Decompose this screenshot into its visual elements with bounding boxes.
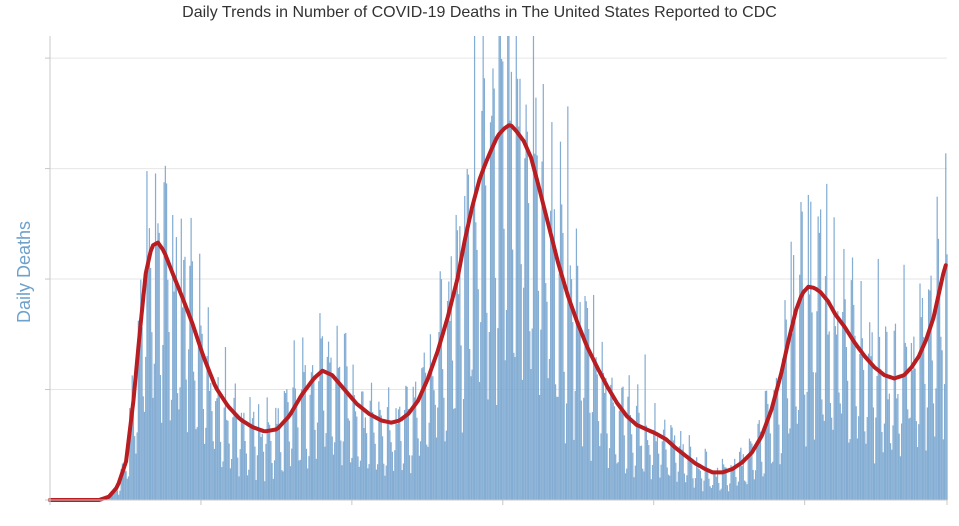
chart-plot xyxy=(0,0,959,526)
chart-title: Daily Trends in Number of COVID-19 Death… xyxy=(0,4,959,22)
chart-container: Daily Trends in Number of COVID-19 Death… xyxy=(0,0,959,526)
y-axis-label: Daily Deaths xyxy=(14,221,35,323)
